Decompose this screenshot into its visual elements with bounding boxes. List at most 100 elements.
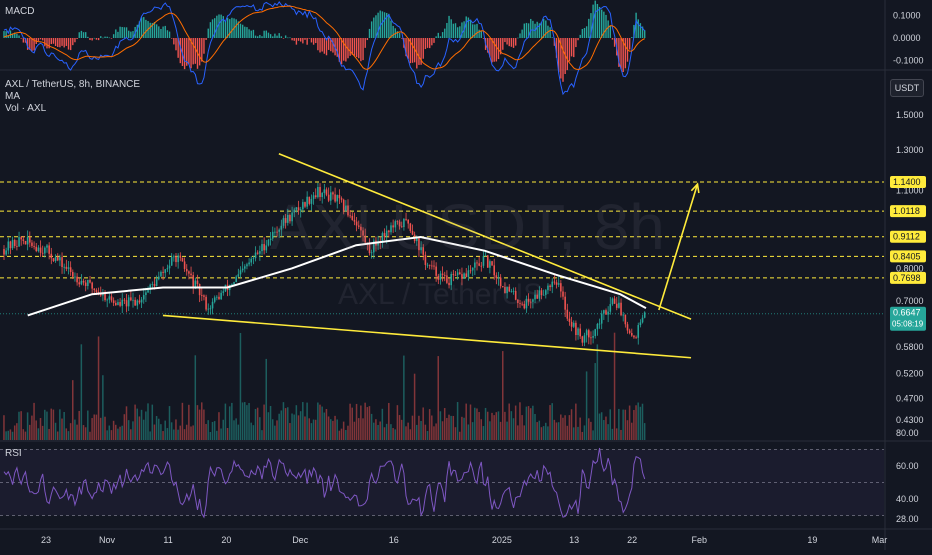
macd-histogram-bar (590, 13, 592, 38)
macd-histogram-bar (512, 38, 515, 48)
candle-body (564, 296, 566, 310)
candle-body (594, 329, 597, 337)
macd-histogram-bar (396, 31, 399, 38)
volume-bar (633, 410, 635, 440)
macd-histogram-bar (358, 38, 360, 59)
volume-bar (525, 406, 528, 440)
macd-histogram-bar (418, 38, 420, 65)
level-price-tag[interactable] (890, 250, 926, 263)
volume-bar (562, 417, 564, 440)
rsi-tick-label: 40.00 (896, 494, 919, 504)
candle-body (13, 239, 16, 246)
macd-histogram-bar (149, 22, 151, 38)
candle-body (112, 300, 115, 303)
volume-bar (342, 421, 345, 440)
candle-body (499, 277, 502, 287)
candle-body (155, 279, 158, 287)
volume-bar (127, 420, 130, 440)
volume-bar (239, 332, 242, 440)
macd-histogram-bar (609, 25, 611, 38)
volume-bar (448, 414, 450, 440)
macd-histogram-bar (50, 38, 52, 45)
volume-bar (140, 409, 143, 440)
volume-bar (104, 416, 106, 440)
macd-histogram-bar (594, 0, 596, 39)
level-price-tag[interactable] (890, 205, 926, 218)
volume-bar (463, 417, 465, 440)
candle-body (428, 264, 431, 266)
macd-histogram-bar (596, 3, 599, 39)
macd-histogram-bar (345, 38, 347, 62)
macd-histogram-bar (140, 17, 143, 38)
macd-histogram-bar (315, 38, 317, 44)
volume-bar (188, 404, 190, 440)
macd-histogram-bar (487, 38, 489, 53)
candle-body (467, 270, 470, 277)
volume-bar (233, 420, 235, 440)
candle-body (577, 328, 579, 336)
volume-bar (3, 415, 5, 440)
volume-bar (413, 373, 416, 440)
volume-bar (179, 425, 181, 440)
candle-body (437, 275, 440, 280)
level-price-tag-text: 1.0118 (893, 206, 920, 216)
candle-body (265, 245, 268, 251)
volume-bar (598, 413, 601, 440)
volume-bar (564, 415, 566, 440)
level-price-tag[interactable] (890, 176, 926, 189)
macd-histogram-bar (603, 11, 605, 38)
rsi-panel-label[interactable]: RSI (5, 448, 22, 459)
candle-body (41, 252, 44, 254)
macd-histogram-bar (153, 22, 156, 38)
candle-body (183, 261, 186, 269)
volume-bar (181, 402, 184, 440)
candle-body (168, 265, 171, 269)
candle-body (512, 290, 515, 292)
volume-bar (282, 402, 285, 440)
symbol-title[interactable]: AXL / TetherUS, 8h, BINANCE (5, 79, 141, 90)
ma-indicator-label[interactable]: MA (5, 91, 20, 102)
current-price-tag[interactable] (890, 306, 926, 331)
volume-bar (407, 422, 409, 440)
candle-body (357, 225, 360, 227)
level-price-tag[interactable] (890, 271, 926, 284)
volume-bar (495, 412, 498, 440)
level-price-tag-text: 0.9112 (893, 232, 920, 242)
macd-histogram-bar (573, 38, 575, 58)
volume-bar (190, 426, 192, 440)
volume-indicator-label[interactable]: Vol · AXL (5, 103, 47, 114)
currency-button[interactable]: USDT (890, 79, 924, 97)
volume-bar (175, 419, 177, 440)
volume-bar (5, 431, 7, 440)
volume-bar (323, 412, 326, 440)
volume-bar (299, 411, 302, 440)
volume-bar (13, 425, 16, 440)
macd-histogram-bar (413, 38, 416, 63)
macd-histogram-bar (67, 38, 70, 50)
volume-bar (310, 423, 313, 440)
macd-histogram-bar (39, 38, 42, 40)
candle-body (403, 218, 405, 227)
level-price-tag[interactable] (890, 230, 926, 243)
candle-body (235, 276, 237, 282)
candle-body (211, 301, 214, 309)
volume-bar (271, 419, 274, 440)
macd-histogram-bar (289, 37, 291, 39)
volume-bar (130, 429, 132, 440)
macd-histogram-bar (80, 30, 83, 38)
macd-histogram-bar (132, 31, 134, 38)
volume-bar (280, 410, 283, 440)
candle-body (5, 250, 7, 255)
candle-body (173, 256, 175, 258)
candle-body (216, 296, 218, 298)
macd-panel-label[interactable]: MACD (5, 6, 35, 17)
volume-bar (254, 409, 257, 440)
macd-histogram-bar (59, 38, 61, 48)
macd-histogram-bar (407, 38, 409, 59)
candle-body (188, 271, 190, 274)
volume-bar (469, 404, 472, 440)
candle-body (205, 296, 207, 310)
volume-bar (194, 355, 197, 440)
volume-bar (392, 428, 394, 440)
candle-body (203, 295, 205, 297)
